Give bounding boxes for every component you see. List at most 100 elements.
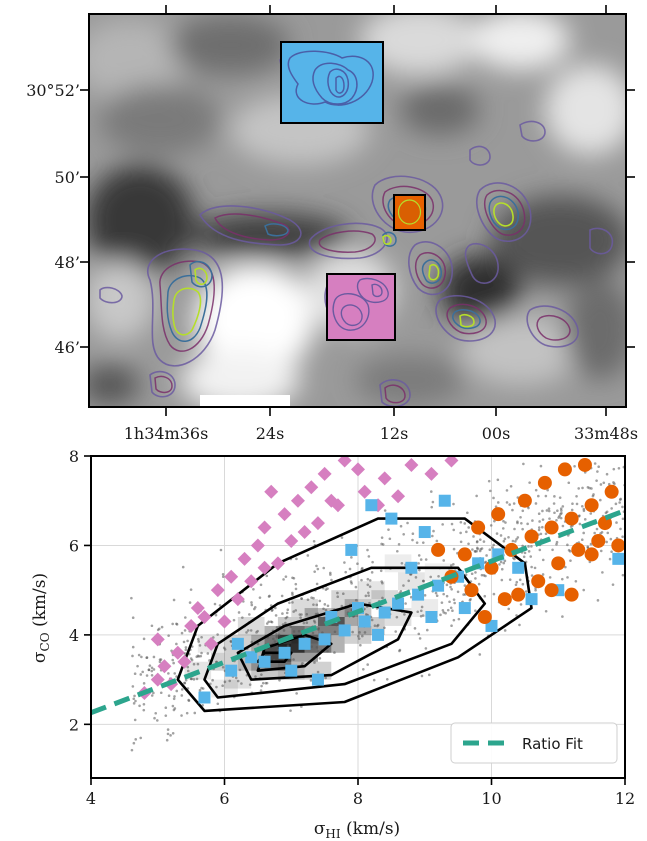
orange-circle-point (577, 457, 592, 472)
orange-circle-point (551, 556, 566, 571)
background-point (425, 628, 429, 632)
background-point (250, 640, 254, 644)
orange-circle-point (484, 560, 499, 575)
background-point (240, 682, 243, 685)
background-point (508, 503, 511, 506)
blue-box-contours (287, 50, 374, 106)
background-point (311, 631, 315, 635)
background-point (520, 521, 523, 525)
background-point (232, 618, 236, 622)
background-point (417, 554, 421, 557)
background-point (524, 590, 528, 593)
background-point (315, 582, 319, 586)
map-tick-labels: 1h34m36s 24s 12s 00s 33m48s 30°52’ 50’ 4… (26, 81, 638, 443)
orange-circle-point (457, 547, 472, 562)
background-point (152, 668, 156, 671)
background-point (404, 602, 407, 605)
background-point (411, 538, 414, 542)
background-point (580, 538, 584, 542)
background-point (555, 540, 559, 544)
background-point (258, 596, 262, 599)
background-point (402, 584, 405, 587)
background-point (505, 501, 509, 504)
background-point (147, 668, 151, 672)
pink-diamond-point (351, 462, 365, 477)
pink-diamond-point (204, 636, 219, 651)
background-point (156, 628, 160, 632)
background-point (394, 630, 398, 633)
background-point (246, 629, 250, 632)
background-point (569, 525, 573, 528)
background-point (589, 512, 593, 515)
background-point (545, 509, 549, 512)
background-point (180, 694, 184, 697)
background-point (139, 736, 143, 740)
background-point (605, 472, 609, 476)
background-point (361, 566, 364, 570)
background-point (313, 661, 316, 664)
background-point (617, 467, 621, 470)
background-point (503, 537, 507, 541)
background-point (600, 531, 604, 534)
background-point (515, 580, 519, 584)
background-point (310, 596, 313, 599)
background-point (541, 518, 545, 521)
background-point (245, 631, 248, 634)
background-point (442, 592, 445, 596)
background-point (551, 548, 554, 552)
background-point (142, 708, 146, 712)
background-point (505, 489, 509, 492)
background-point (167, 672, 170, 675)
background-point (569, 559, 572, 562)
background-point (419, 558, 423, 561)
background-point (599, 549, 603, 553)
background-point (414, 576, 418, 579)
background-point (621, 517, 625, 521)
background-point (272, 637, 275, 641)
background-point (312, 539, 316, 543)
blue-square-point (458, 602, 471, 615)
background-point (234, 676, 238, 680)
background-point (537, 512, 541, 516)
background-point (561, 615, 564, 618)
blue-square-point (225, 664, 238, 677)
map-ticks (80, 5, 635, 416)
background-point (413, 627, 417, 630)
blue-square-point (258, 655, 271, 668)
background-point (531, 519, 534, 522)
background-point (500, 578, 504, 582)
blue-square-point (512, 561, 525, 574)
background-point (171, 658, 175, 662)
background-point (259, 583, 263, 587)
background-point (186, 639, 189, 643)
background-point (445, 583, 449, 587)
background-point (518, 623, 521, 627)
background-point (381, 596, 384, 600)
background-point (229, 640, 233, 643)
blue-square-point (231, 637, 244, 650)
background-point (560, 577, 564, 581)
background-point (249, 629, 253, 632)
background-point (286, 644, 290, 648)
background-point (260, 673, 263, 676)
background-point (195, 655, 199, 658)
background-point (463, 584, 467, 587)
background-point (456, 590, 460, 594)
background-point (418, 568, 421, 572)
background-point (180, 688, 184, 691)
background-point (484, 560, 488, 564)
background-point (406, 521, 409, 525)
background-point (277, 633, 281, 637)
pink-diamond-point (317, 466, 332, 481)
background-point (219, 548, 223, 552)
background-point (275, 634, 279, 638)
background-point (559, 507, 563, 511)
background-point (485, 554, 488, 557)
background-point (366, 663, 369, 666)
background-point (306, 598, 310, 601)
background-point (200, 686, 203, 690)
map-x-tick-label: 00s (482, 424, 511, 443)
background-point (440, 601, 444, 604)
background-point (336, 591, 339, 595)
background-point (611, 583, 615, 586)
